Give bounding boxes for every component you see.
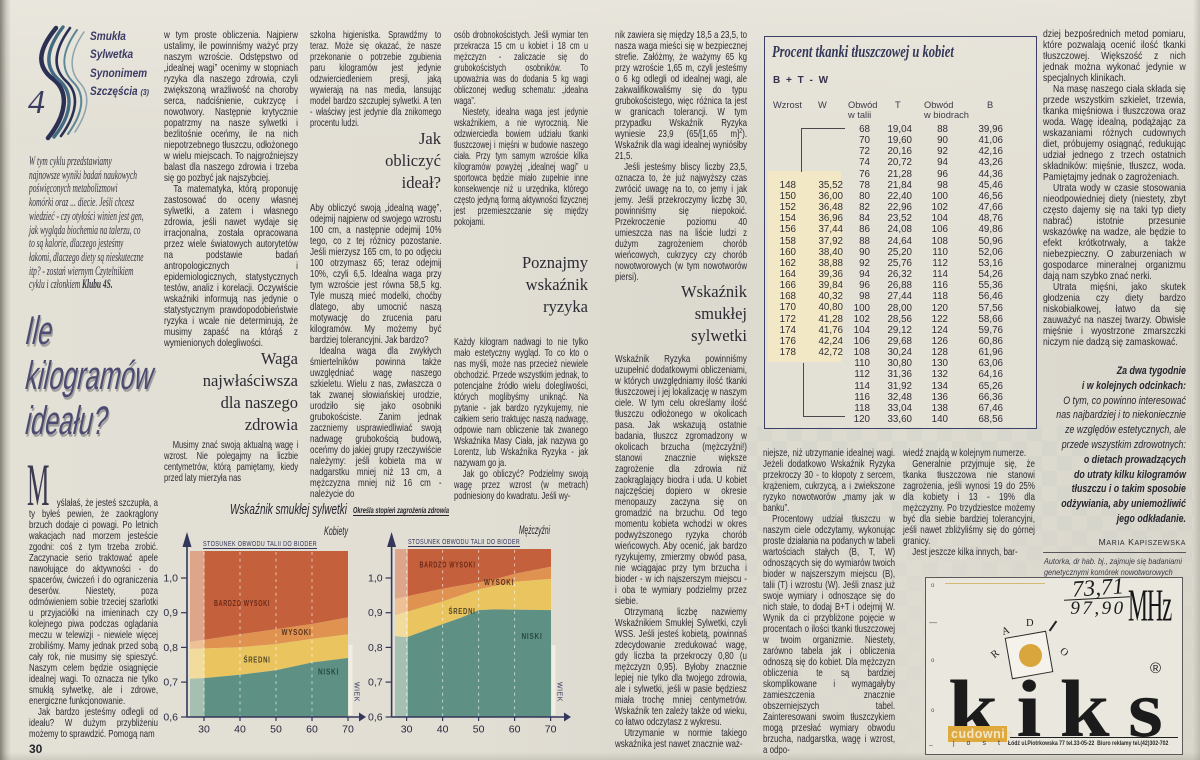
svg-text:30: 30	[198, 724, 210, 736]
svg-text:0,7: 0,7	[368, 677, 383, 689]
svg-text:ŚREDNI: ŚREDNI	[449, 607, 476, 616]
svg-text:BARDZO WYSOKI: BARDZO WYSOKI	[214, 599, 270, 608]
svg-text:40: 40	[437, 724, 449, 736]
svg-text:0,6: 0,6	[163, 712, 178, 724]
svg-text:WIEK: WIEK	[556, 682, 563, 702]
svg-text:70: 70	[342, 724, 354, 736]
svg-text:1,0: 1,0	[163, 573, 178, 585]
svg-text:1,0: 1,0	[368, 573, 383, 585]
svg-text:STOSUNEK OBWODU TALII DO BIODE: STOSUNEK OBWODU TALII DO BIODER	[408, 539, 520, 546]
svg-text:ŚREDNI: ŚREDNI	[244, 655, 271, 664]
svg-text:60: 60	[306, 724, 318, 736]
svg-text:Wskaźnik smukłej sylwetki: Wskaźnik smukłej sylwetki	[230, 502, 348, 518]
svg-text:0,9: 0,9	[163, 607, 178, 619]
svg-text:0,6: 0,6	[368, 712, 383, 724]
svg-text:NISKI: NISKI	[522, 632, 543, 641]
svg-text:NISKI: NISKI	[318, 667, 339, 676]
svg-text:50: 50	[270, 724, 282, 736]
svg-text:0,7: 0,7	[163, 677, 178, 689]
svg-text:40: 40	[234, 724, 246, 736]
svg-text:Mężczyźni: Mężczyźni	[519, 523, 550, 537]
svg-text:30: 30	[401, 724, 413, 736]
svg-text:WYSOKI: WYSOKI	[484, 578, 514, 587]
svg-text:Kobiety: Kobiety	[324, 524, 349, 538]
svg-text:0,9: 0,9	[368, 607, 383, 619]
svg-text:WYSOKI: WYSOKI	[282, 628, 312, 637]
svg-text:60: 60	[509, 724, 521, 736]
svg-text:70: 70	[545, 724, 557, 736]
svg-text:50: 50	[473, 724, 485, 736]
svg-text:0,8: 0,8	[163, 642, 178, 654]
svg-text:Określa stopień zagrożenia zdr: Określa stopień zagrożenia zdrowia	[353, 505, 449, 515]
svg-text:STOSUNEK OBWODU TALII DO BIODE: STOSUNEK OBWODU TALII DO BIODER	[203, 541, 317, 548]
svg-text:BARDZO WYSOKI: BARDZO WYSOKI	[420, 561, 476, 570]
svg-text:WIEK: WIEK	[353, 682, 360, 702]
svg-text:0,8: 0,8	[368, 642, 383, 654]
